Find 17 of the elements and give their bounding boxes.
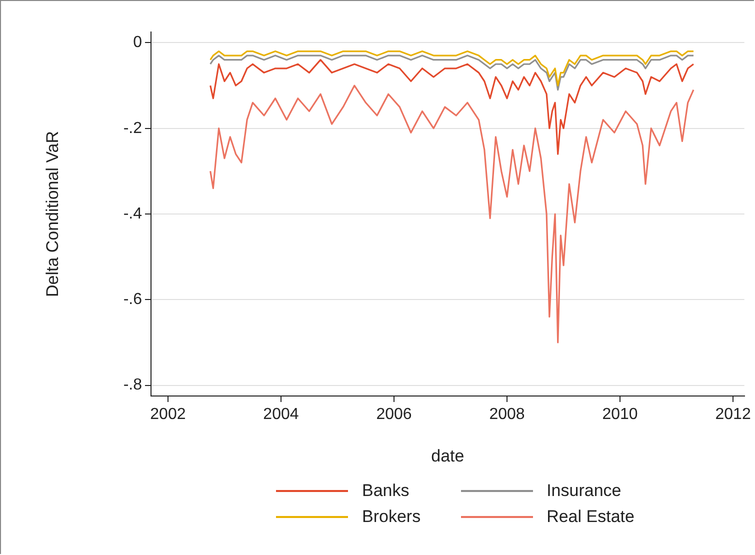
- x-tick-label: 2002: [150, 406, 186, 424]
- x-tick-label: 2008: [489, 406, 525, 424]
- x-tick-label: 2010: [602, 406, 638, 424]
- y-tick-label: 0: [133, 34, 142, 52]
- legend-label: Insurance: [546, 481, 622, 501]
- legend-label: Brokers: [362, 507, 421, 527]
- legend-label: Banks: [362, 481, 410, 501]
- y-tick-label: -.6: [123, 291, 142, 308]
- y-axis-title: Delta Conditional VaR: [42, 131, 62, 297]
- x-tick-label: 2004: [263, 406, 299, 424]
- y-tick-label: -.2: [123, 120, 142, 137]
- x-tick-label: 2006: [376, 406, 412, 424]
- y-tick-label: -.8: [123, 376, 142, 394]
- x-axis-title: date: [431, 446, 464, 466]
- legend-label: Real Estate: [546, 507, 634, 527]
- y-tick-label: -.4: [123, 205, 142, 222]
- x-tick-label: 2012: [715, 406, 751, 424]
